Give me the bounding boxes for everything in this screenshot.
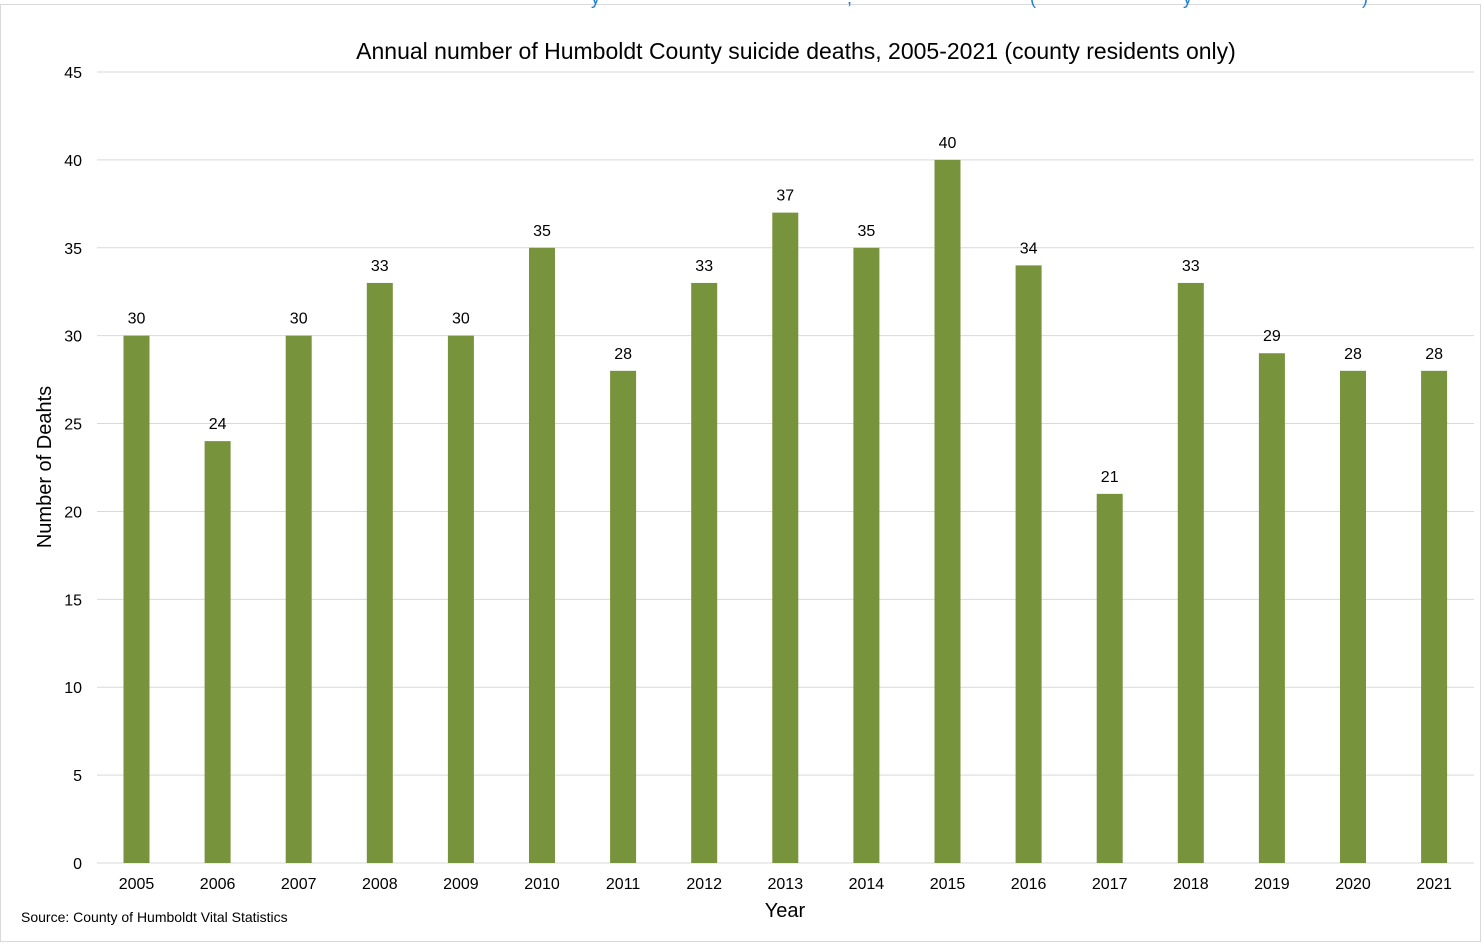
bar-2019 <box>1258 353 1285 863</box>
y-tick-label: 30 <box>64 329 82 346</box>
chart-frame-border <box>0 4 1481 942</box>
bar-2015 <box>934 159 961 863</box>
x-axis-title: Year <box>765 900 806 922</box>
y-tick-label: 10 <box>64 680 82 697</box>
bar-2005 <box>123 335 150 864</box>
data-label-2018: 33 <box>1182 258 1200 275</box>
y-tick-label: 45 <box>64 65 82 82</box>
y-axis-tick-labels: 0 5 10 15 20 25 30 35 40 45 <box>64 65 82 873</box>
data-label-2012: 33 <box>695 258 713 275</box>
x-tick-label-2013: 2013 <box>768 876 804 893</box>
y-tick-label: 5 <box>73 768 82 785</box>
x-tick-label-2016: 2016 <box>1011 876 1047 893</box>
data-label-2011: 28 <box>614 346 632 363</box>
x-tick-label-2018: 2018 <box>1173 876 1209 893</box>
data-label-2016: 34 <box>1020 240 1038 257</box>
bar-2006 <box>204 441 231 863</box>
x-tick-label-2008: 2008 <box>362 876 398 893</box>
data-label-2005: 30 <box>128 311 146 328</box>
top-strip-fragment-2: , <box>847 0 852 8</box>
bar-2018 <box>1177 282 1204 863</box>
x-tick-label-2009: 2009 <box>443 876 479 893</box>
x-tick-label-2006: 2006 <box>200 876 236 893</box>
data-labels: 30 24 30 33 30 35 28 33 37 35 40 34 21 33 29 28 28 <box>128 135 1443 486</box>
bar-2009 <box>447 335 474 864</box>
data-label-2015: 40 <box>939 135 957 152</box>
y-tick-label: 15 <box>64 592 82 609</box>
bar-2010 <box>529 247 555 863</box>
x-tick-label-2015: 2015 <box>930 876 966 893</box>
y-tick-label: 25 <box>64 417 82 434</box>
data-label-2008: 33 <box>371 258 389 275</box>
data-label-2006: 24 <box>209 416 227 433</box>
x-tick-label-2014: 2014 <box>849 876 885 893</box>
data-label-2019: 29 <box>1263 328 1281 345</box>
chart-title: Annual number of Humboldt County suicide… <box>356 38 1236 64</box>
x-axis-tick-labels: 2005 2006 2007 2008 2009 2010 2011 2012 2013 2014… <box>119 876 1452 893</box>
source-note: Source: County of Humboldt Vital Statist… <box>21 909 288 925</box>
x-tick-label-2011: 2011 <box>606 876 641 893</box>
x-tick-label-2019: 2019 <box>1254 876 1290 893</box>
x-tick-label-2010: 2010 <box>524 876 560 893</box>
top-strip-fragment-5: ) <box>1362 0 1368 8</box>
y-tick-label: 0 <box>73 856 82 873</box>
bar-2020 <box>1340 370 1366 863</box>
bar-2014 <box>853 247 880 863</box>
data-label-2021: 28 <box>1425 346 1443 363</box>
bar-2013 <box>772 212 799 864</box>
x-tick-label-2020: 2020 <box>1335 876 1371 893</box>
x-tick-label-2021: 2021 <box>1416 876 1452 893</box>
y-tick-label: 20 <box>64 504 82 521</box>
bar-2012 <box>691 282 718 863</box>
y-tick-label: 35 <box>64 241 82 258</box>
bar-2017 <box>1096 493 1123 863</box>
data-label-2020: 28 <box>1344 346 1362 363</box>
bar-2011 <box>610 370 637 863</box>
y-tick-label: 40 <box>64 153 82 170</box>
bar-2016 <box>1015 265 1042 863</box>
x-tick-label-2007: 2007 <box>281 876 317 893</box>
data-label-2009: 30 <box>452 311 470 328</box>
bar-2008 <box>366 282 393 863</box>
bar-2021 <box>1421 370 1448 863</box>
x-tick-label-2005: 2005 <box>119 876 155 893</box>
bars <box>123 159 1448 864</box>
data-label-2007: 30 <box>290 311 308 328</box>
y-axis-title: Number of Deahts <box>34 386 56 548</box>
top-strip-fragment-4: y <box>1183 0 1192 8</box>
data-label-2010: 35 <box>533 223 551 240</box>
top-strip-fragment-1: y <box>591 0 600 8</box>
data-label-2014: 35 <box>858 223 876 240</box>
data-label-2017: 21 <box>1101 469 1119 486</box>
x-tick-label-2017: 2017 <box>1092 876 1128 893</box>
x-tick-label-2012: 2012 <box>686 876 722 893</box>
top-strip-fragment-3: ( <box>1030 0 1036 8</box>
bar-2007 <box>285 335 312 864</box>
data-label-2013: 37 <box>776 188 794 205</box>
